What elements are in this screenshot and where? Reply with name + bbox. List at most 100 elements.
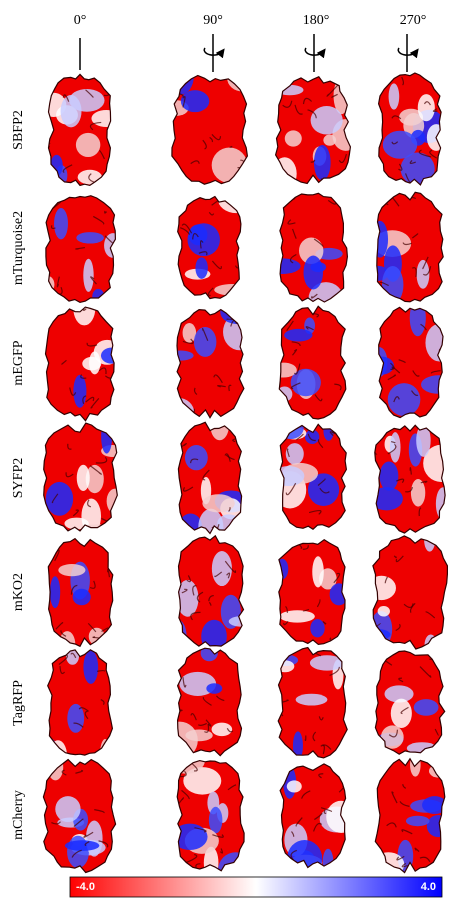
surface-patch (209, 807, 223, 834)
row-label: TagRFP (11, 680, 26, 726)
surface-patch (162, 398, 194, 428)
rotation-icon (204, 34, 222, 72)
surface-patch (89, 628, 105, 645)
surface-crease (189, 71, 197, 76)
surface-patch (89, 351, 100, 374)
surface-patch (227, 65, 258, 92)
surface-patch (303, 256, 323, 290)
surface-patch (212, 551, 232, 586)
surface-patch (273, 157, 297, 190)
surface-patch (187, 223, 219, 256)
surface-crease (230, 146, 232, 147)
surface-patch (214, 284, 250, 296)
surface-patch (312, 556, 324, 587)
surface-patch (280, 610, 315, 622)
surface-patch (73, 589, 91, 605)
surface-patch (46, 482, 73, 516)
row-label: mCherry (11, 790, 26, 840)
surface-patch (367, 576, 396, 600)
surface-crease (337, 413, 342, 417)
surface-patch (382, 266, 403, 304)
surface-crease (381, 427, 384, 431)
surface-patch (273, 466, 305, 486)
surface-patch (76, 232, 104, 243)
surface-patch (380, 462, 399, 491)
protein-surface (150, 745, 270, 889)
protein-surface (150, 408, 270, 548)
surface-patch (55, 796, 80, 822)
surface-crease (88, 529, 98, 532)
surface-base (150, 60, 270, 200)
colorbar-max: 4.0 (421, 881, 436, 893)
protein-surface (20, 633, 140, 773)
surface-patch (65, 840, 99, 851)
surface-patch (388, 383, 421, 416)
surface-patch (373, 852, 405, 876)
protein-surface (350, 60, 467, 200)
surface-patch (314, 145, 331, 180)
protein-surface (150, 293, 270, 433)
surface-crease (108, 869, 118, 878)
colorbar-min: -4.0 (76, 881, 95, 893)
protein-surface (253, 60, 373, 200)
surface-crease (284, 77, 291, 81)
surface-patch (41, 276, 54, 293)
protein-surface (350, 293, 467, 433)
surface-patch (287, 780, 302, 792)
surface-patch (278, 416, 304, 439)
angle-label: 90° (203, 13, 223, 28)
surface-patch (91, 110, 121, 127)
surface-patch (101, 419, 112, 453)
surface-patch (323, 135, 336, 146)
header (80, 34, 416, 72)
surface-patch (425, 324, 453, 362)
surface-crease (84, 302, 87, 311)
surface-patch (270, 363, 297, 378)
surface-patch (81, 499, 101, 534)
rotation-icon (305, 34, 323, 72)
surface-patch (92, 289, 104, 304)
surface-crease (379, 298, 382, 301)
row-label: mKO2 (11, 573, 26, 611)
surface-patch (83, 259, 93, 292)
surface-crease (47, 292, 50, 296)
surface-patch (284, 329, 312, 342)
surface-crease (371, 665, 379, 676)
surface-patch (86, 821, 103, 857)
surface-patch (378, 606, 390, 617)
surface-patch (78, 170, 102, 185)
surface-patch (414, 699, 439, 716)
row-label: mTurquoise2 (11, 211, 26, 285)
surface-patch (194, 327, 216, 357)
surface-patch (418, 94, 435, 121)
surface-patch (170, 620, 187, 654)
surface-crease (105, 753, 109, 762)
surface-patch (276, 660, 295, 672)
surface-patch (296, 694, 328, 706)
surface-patch (167, 351, 194, 361)
surface-patch (73, 375, 86, 408)
surface-patch (389, 83, 400, 109)
surface-patch (185, 445, 208, 470)
angle-label: 180° (303, 13, 330, 28)
surface-crease (281, 287, 283, 290)
surface-patch (383, 131, 417, 159)
surface-patch (436, 487, 450, 520)
surface-patch (76, 133, 100, 157)
surface-patch (83, 651, 98, 684)
surface-patch (77, 465, 90, 491)
surface-patch (427, 815, 450, 837)
angle-label: 270° (400, 13, 427, 28)
surface-base (20, 633, 140, 773)
surface-crease (178, 519, 181, 527)
surface-patch (410, 300, 426, 336)
surface-patch (64, 518, 88, 530)
protein-surface (253, 178, 373, 318)
surface-patch (406, 816, 430, 826)
row-label: SYFP2 (11, 458, 26, 498)
surface-patch (285, 130, 302, 146)
surface-base (253, 60, 373, 200)
surface-patch (311, 106, 343, 134)
protein-surface (150, 522, 270, 662)
row-label: mEGFP (11, 340, 26, 385)
